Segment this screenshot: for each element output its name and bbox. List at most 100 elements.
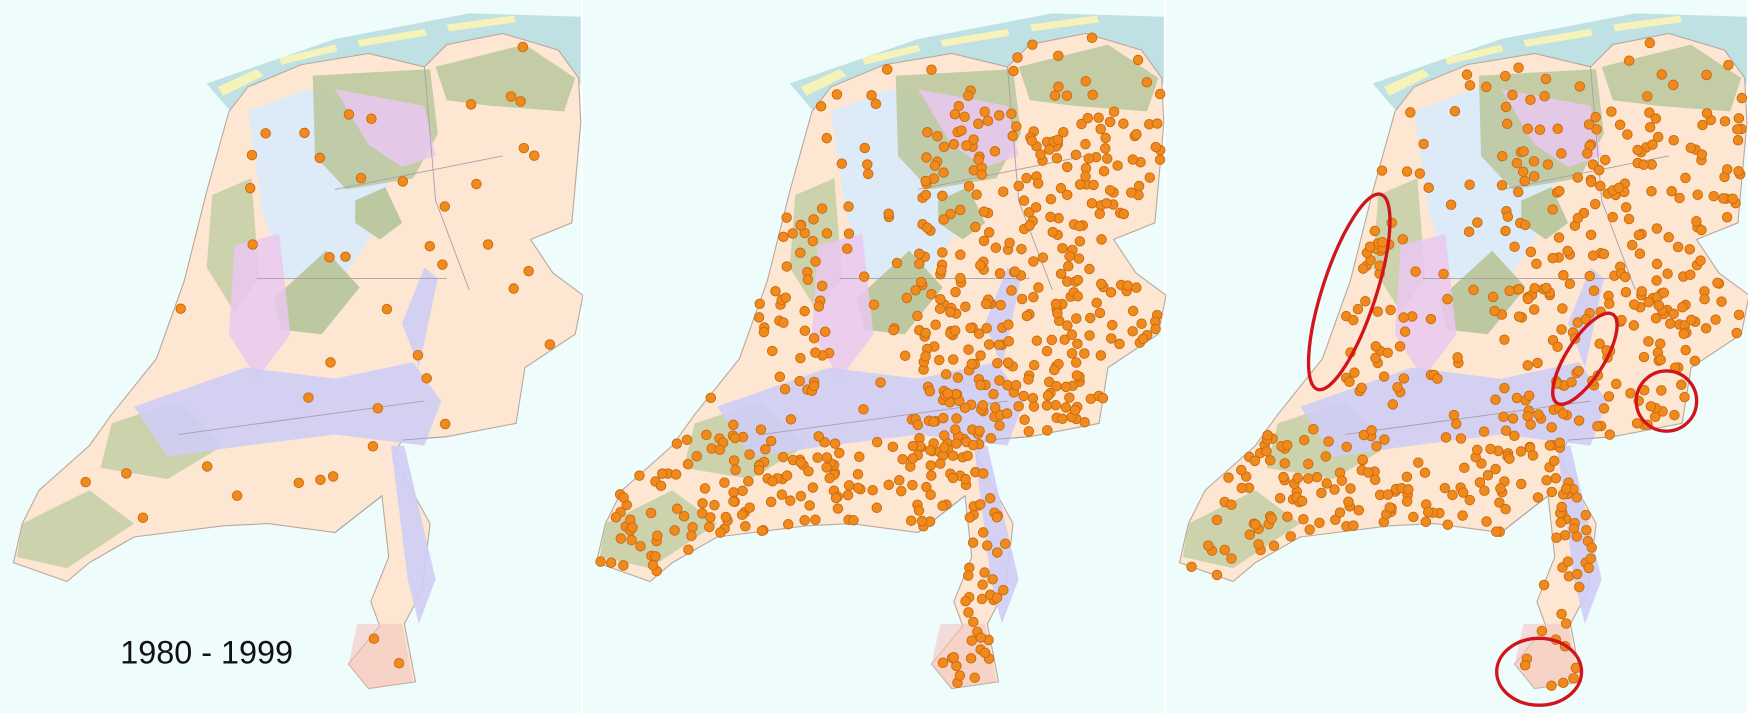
observation-dot — [1084, 330, 1095, 341]
observation-dot — [866, 90, 877, 101]
observation-dot — [1647, 139, 1658, 150]
observation-dot — [1378, 371, 1390, 382]
observation-dot — [505, 91, 517, 102]
observation-dot — [1553, 232, 1565, 243]
observation-dot — [1414, 168, 1426, 179]
observation-dot — [966, 635, 977, 646]
observation-dot — [920, 189, 932, 201]
observation-dot — [1137, 333, 1149, 345]
observation-dot — [1442, 519, 1454, 530]
observation-dot — [691, 450, 702, 462]
observation-dot — [1522, 293, 1534, 305]
observation-dot — [1101, 153, 1113, 164]
observation-dot — [925, 489, 936, 500]
observation-dot — [755, 424, 767, 435]
observation-dot — [784, 495, 796, 506]
observation-dot — [977, 579, 988, 590]
observation-dot — [1334, 507, 1346, 518]
observation-dot — [1472, 217, 1483, 228]
observation-dot — [782, 519, 794, 530]
observation-dot — [1249, 455, 1261, 467]
observation-dot — [1523, 390, 1535, 401]
observation-dot — [1583, 562, 1594, 574]
observation-dot — [932, 131, 943, 142]
observation-dot — [1084, 312, 1096, 324]
observation-dot — [1590, 111, 1601, 123]
observation-dot — [1114, 338, 1125, 350]
observation-dot — [618, 560, 629, 571]
observation-dot — [1407, 311, 1418, 322]
observation-dot — [1532, 492, 1544, 503]
observation-dot — [1546, 680, 1557, 691]
observation-dot — [901, 292, 913, 304]
observation-dot — [1594, 338, 1605, 349]
observation-dot — [1504, 453, 1515, 464]
observation-dot — [421, 373, 432, 384]
observation-dot — [1633, 229, 1645, 241]
observation-dot — [618, 492, 629, 503]
observation-dot — [681, 434, 693, 446]
observation-dot — [1622, 129, 1633, 140]
observation-dot — [482, 239, 494, 250]
observation-dot — [1701, 69, 1712, 81]
observation-dot — [925, 460, 936, 471]
observation-dot — [699, 483, 711, 494]
observation-dot — [939, 442, 950, 453]
observation-dot — [1581, 524, 1592, 536]
observation-dot — [858, 404, 869, 415]
observation-dot — [1045, 211, 1056, 223]
observation-dot — [995, 299, 1006, 311]
observation-dot — [1574, 81, 1586, 92]
observation-dot — [948, 138, 960, 150]
observation-dot — [1320, 451, 1332, 462]
observation-dot — [985, 433, 997, 444]
observation-dot — [1057, 413, 1068, 425]
observation-dot — [935, 458, 946, 469]
observation-dot — [701, 429, 712, 441]
observation-dot — [1513, 62, 1524, 73]
observation-dot — [951, 413, 962, 424]
observation-dot — [1701, 108, 1713, 119]
observation-dot — [1558, 677, 1569, 689]
observation-dot — [1463, 226, 1475, 237]
observation-dot — [983, 227, 995, 238]
observation-dot — [1028, 256, 1039, 267]
observation-dot — [781, 261, 793, 272]
observation-dot — [1419, 467, 1431, 478]
observation-dots — [1186, 37, 1748, 691]
observation-dot — [1262, 430, 1273, 441]
observation-dot — [1370, 352, 1381, 364]
observation-dot — [315, 474, 326, 486]
observation-dot — [961, 140, 972, 151]
observation-dot — [852, 482, 864, 494]
observation-dot — [299, 127, 310, 139]
observation-dot — [1079, 348, 1090, 359]
observation-dot — [1055, 268, 1067, 280]
observation-dot — [1282, 439, 1293, 451]
observation-dot — [954, 204, 966, 216]
observation-dot — [753, 312, 765, 323]
observation-dot — [1500, 225, 1511, 237]
observation-dot — [1666, 186, 1677, 197]
observation-dot — [1448, 409, 1460, 421]
observation-dot — [1632, 144, 1643, 156]
observation-dot — [1141, 76, 1153, 88]
observation-dot — [1680, 344, 1691, 356]
observation-dot — [728, 496, 739, 507]
observation-dot — [999, 538, 1011, 550]
observation-dot — [1558, 270, 1569, 281]
observation-dot — [1122, 280, 1133, 291]
observation-dot — [1125, 187, 1137, 198]
observation-dot — [1646, 186, 1657, 197]
observation-dot — [965, 322, 976, 334]
netherlands-map — [0, 0, 583, 713]
observation-dot — [1303, 473, 1314, 484]
observation-dot — [1348, 520, 1359, 531]
observation-dot — [201, 461, 213, 472]
observation-dot — [977, 527, 989, 538]
observation-dot — [1150, 323, 1161, 335]
observation-dot — [1556, 608, 1567, 620]
observation-dot — [1562, 556, 1574, 567]
observation-dot — [1382, 347, 1393, 359]
observation-dot — [1663, 232, 1674, 243]
